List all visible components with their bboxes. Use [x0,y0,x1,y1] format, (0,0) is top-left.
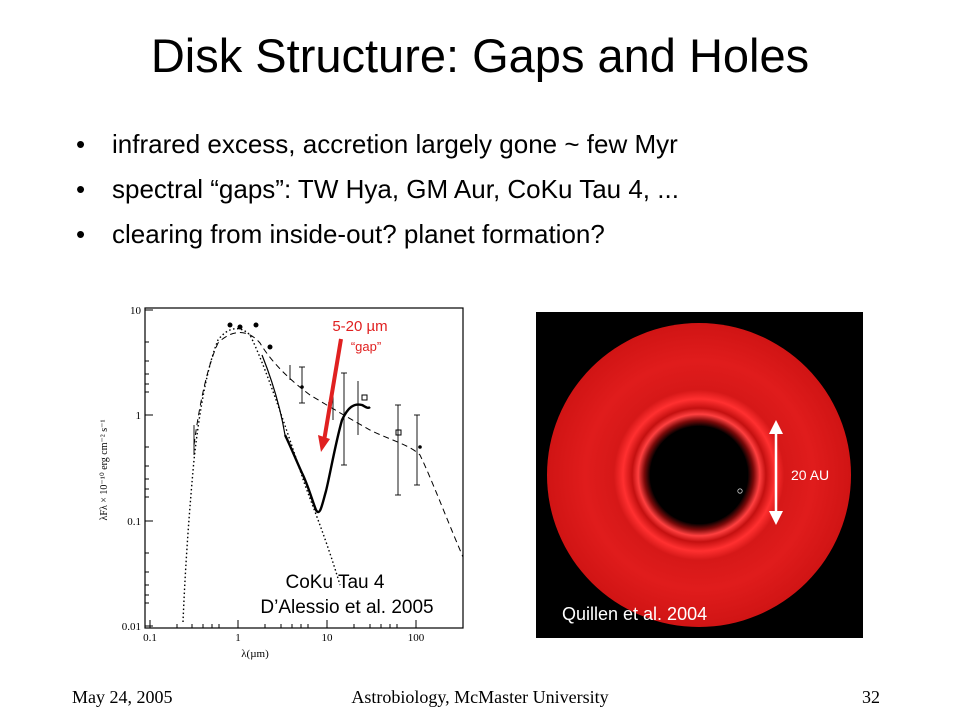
disk-svg: 20 AU Quillen et al. 2004 [547,323,851,627]
planet-marker [737,488,743,494]
bullet-dot: • [76,129,86,159]
y-tick-label: 10 [130,305,142,317]
irs-spectrum [283,403,371,514]
bullet-item: • infrared excess, accretion largely gone… [72,122,932,167]
y-axis-label: λFλ × 10⁻¹⁰ erg cm⁻² s⁻¹ [99,420,110,521]
sed-plot: 10 1 0.1 0.01 0.1 1 10 100 λ(µm) λFλ × 1… [99,305,464,660]
disk-image: 20 AU Quillen et al. 2004 [536,312,863,638]
gap-arrow-head [318,435,330,452]
square-point [395,429,402,436]
y-tick-label: 0.01 [122,621,141,633]
error-bars [193,365,420,496]
x-tick-label: 100 [408,632,425,644]
footer-page-number: 32 [862,687,880,707]
disk-hole [650,426,748,524]
x-tick-label: 0.1 [143,632,157,644]
scale-label: 20 AU [791,467,829,483]
sed-caption-line2: D’Alessio et al. 2005 [260,597,433,618]
bullet-text: spectral “gaps”: TW Hya, GM Aur, CoKu Ta… [112,174,679,204]
gap-annotation-line2: “gap” [351,339,381,354]
bullet-dot: • [76,174,86,204]
y-tick-label: 0.1 [127,516,141,528]
square-point [361,394,368,401]
bullet-text: clearing from inside-out? planet formati… [112,219,605,249]
disk-caption: Quillen et al. 2004 [562,604,707,624]
model-curve [193,332,464,558]
x-tick-label: 10 [322,632,334,644]
bullet-item: • clearing from inside-out? planet format… [72,212,932,257]
gap-annotation-line1: 5-20 µm [332,318,387,335]
footer-venue: Astrobiology, McMaster University [351,687,609,707]
slide-title: Disk Structure: Gaps and Holes [150,29,810,82]
footer-date: May 24, 2005 [72,687,173,707]
bullet-item: • spectral “gaps”: TW Hya, GM Aur, CoKu T… [72,167,932,212]
bullet-dot: • [76,219,86,249]
spectrum-connector [261,354,286,436]
x-axis-label: λ(µm) [241,648,269,660]
y-tick-label: 1 [136,410,142,422]
bullet-text: infrared excess, accretion largely gone … [112,129,678,159]
plot-frame [144,307,464,629]
scale-arrow-bottom [769,511,783,525]
sed-caption-line1: CoKu Tau 4 [286,572,385,593]
scale-arrow-top [769,420,783,434]
sed-figure: 10 1 0.1 0.01 0.1 1 10 100 λ(µm) λFλ × 1… [90,295,470,660]
bullet-list: • infrared excess, accretion largely gone… [72,122,932,257]
x-tick-label: 1 [235,632,241,644]
y-ticks [145,309,153,627]
gap-arrow [322,338,343,442]
x-ticks [149,620,417,628]
